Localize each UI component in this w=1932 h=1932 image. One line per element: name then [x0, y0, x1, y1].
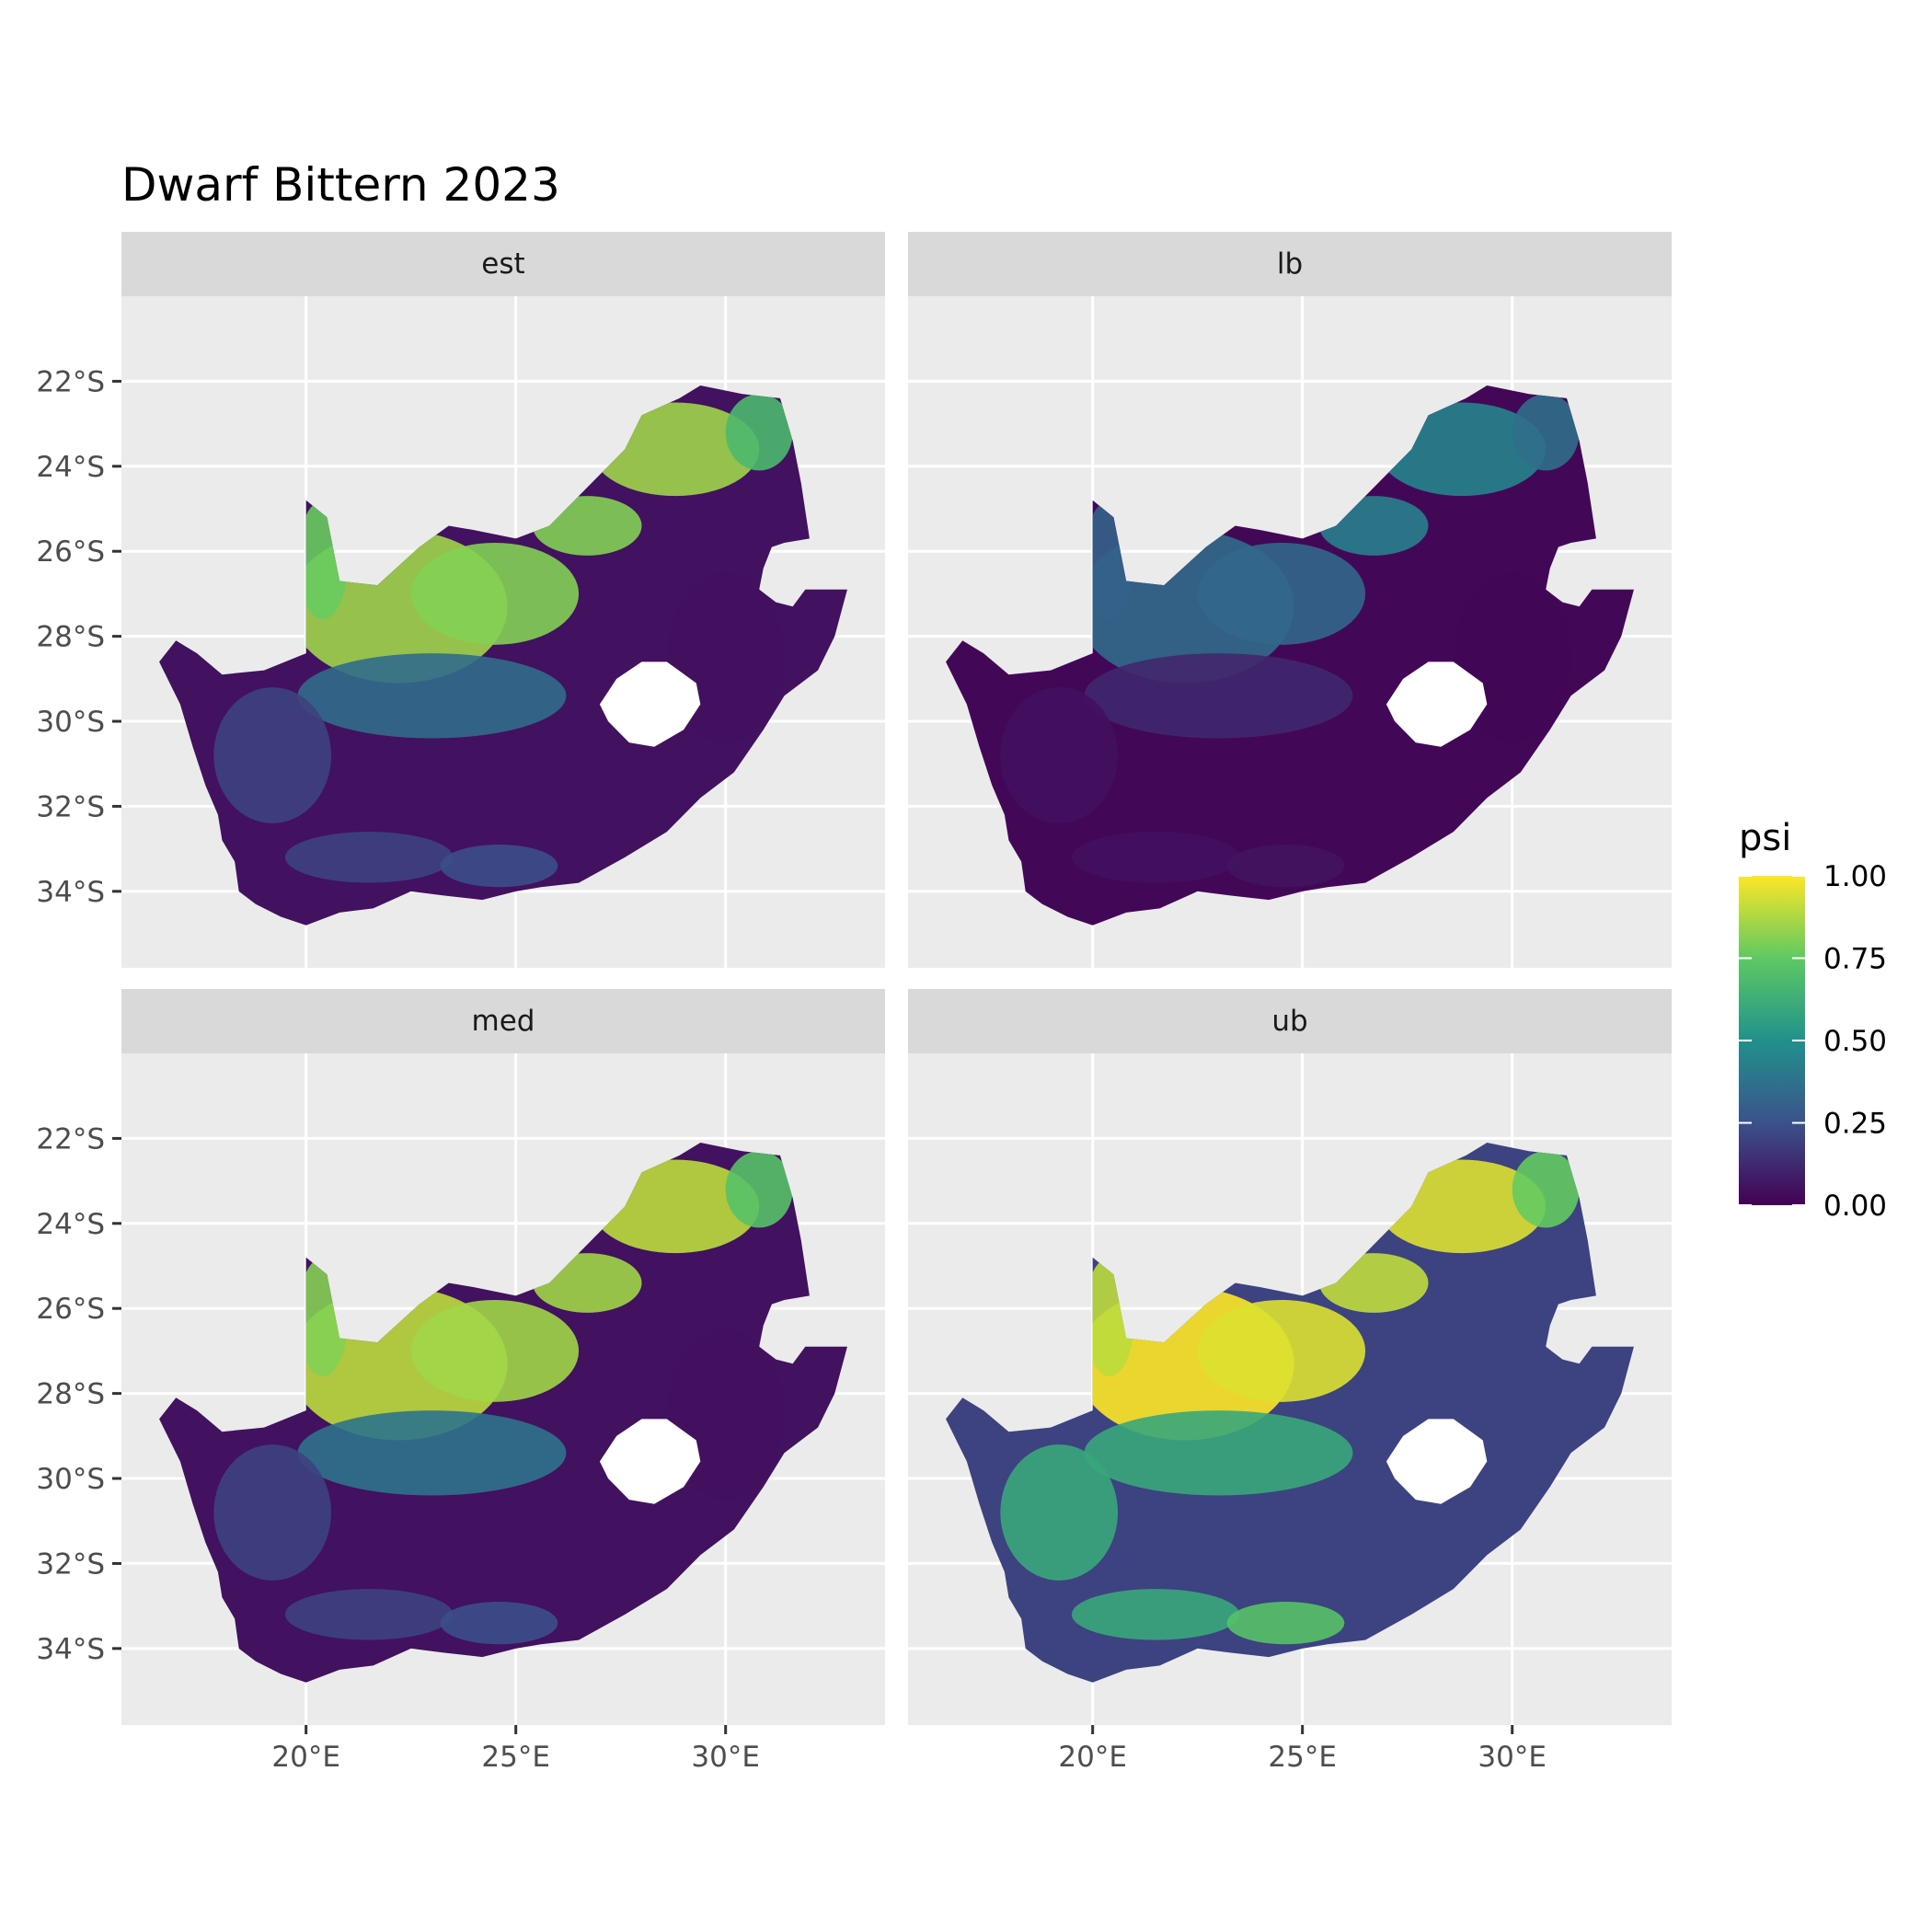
psi-region	[297, 653, 567, 739]
x-tick-label: 20°E	[1058, 1741, 1127, 1774]
y-tick-label: 22°S	[36, 1122, 105, 1156]
psi-region	[1512, 1151, 1580, 1228]
psi-region	[410, 542, 580, 645]
facet-strip	[121, 989, 885, 1053]
y-tick-label: 26°S	[36, 535, 105, 569]
land-est	[159, 385, 847, 926]
y-tick-label: 26°S	[36, 1293, 105, 1326]
legend-tick-label: 0.50	[1823, 1025, 1887, 1058]
lesotho-hole	[1386, 661, 1488, 747]
y-tick-label: 34°S	[36, 1633, 105, 1666]
psi-region	[1512, 394, 1580, 471]
psi-region	[725, 394, 793, 471]
psi-region	[284, 832, 454, 883]
lesotho-hole	[599, 661, 701, 747]
facet-panel-ub: ub	[908, 989, 1672, 1725]
psi-region	[440, 845, 558, 888]
y-tick-label: 30°S	[36, 706, 105, 739]
y-tick-label: 28°S	[36, 621, 105, 654]
x-tick-label: 30°E	[1478, 1741, 1547, 1774]
y-tick-label: 30°S	[36, 1463, 105, 1496]
lesotho-hole	[599, 1419, 701, 1504]
facet-panel-lb: lb	[908, 232, 1672, 968]
x-tick-label: 30°E	[691, 1741, 760, 1774]
psi-region	[1084, 653, 1353, 739]
legend-ticks: 1.00 0.75 0.50 0.25 0.00	[1739, 860, 1887, 1223]
psi-region	[1197, 542, 1366, 645]
y-tick-label: 28°S	[36, 1378, 105, 1411]
y-tick-label: 24°S	[36, 1208, 105, 1241]
facet-panels: est lb med ub	[121, 232, 1672, 1725]
facet-strip	[121, 232, 885, 296]
psi-region	[440, 1602, 558, 1645]
psi-region	[284, 1589, 454, 1640]
psi-region	[213, 687, 332, 823]
y-tick-label: 32°S	[36, 790, 105, 823]
psi-region	[1084, 1410, 1353, 1496]
psi-region	[1071, 832, 1240, 883]
psi-region	[1071, 1589, 1240, 1640]
x-tick-label: 25°E	[481, 1741, 550, 1774]
facet-label: est	[481, 247, 524, 281]
y-tick-label: 32°S	[36, 1547, 105, 1581]
legend-tick-label: 0.00	[1823, 1190, 1887, 1223]
facet-strip	[908, 989, 1672, 1053]
psi-region	[1226, 845, 1345, 888]
psi-region	[410, 1299, 580, 1402]
land-lb	[946, 385, 1634, 926]
x-axes: 20°E 25°E 30°E 20°E 25°E 30°E	[271, 1725, 1547, 1774]
land-med	[159, 1143, 847, 1683]
chart-title: Dwarf Bittern 2023	[121, 158, 560, 212]
legend-tick-label: 1.00	[1823, 860, 1887, 893]
psi-region	[213, 1444, 332, 1581]
facet-label: ub	[1271, 1005, 1307, 1038]
psi-region	[1000, 1444, 1119, 1581]
psi-surface-med	[213, 1151, 793, 1645]
psi-region	[1226, 1602, 1345, 1645]
facet-label: med	[472, 1005, 535, 1038]
psi-region	[1197, 1299, 1366, 1402]
psi-region	[1000, 687, 1119, 823]
facet-panel-med: med	[121, 989, 885, 1725]
land-ub	[946, 1143, 1634, 1683]
x-tick-label: 25°E	[1268, 1741, 1337, 1774]
y-tick-label: 34°S	[36, 876, 105, 909]
y-tick-label: 24°S	[36, 451, 105, 484]
legend: psi 1.00 0.75 0.50 0.25 0.00	[1739, 817, 1887, 1223]
y-axes: 22°S 24°S 26°S 28°S 30°S 32°S 34°S 22°S 24°S 26°S…	[36, 365, 121, 1666]
y-tick-label: 22°S	[36, 365, 105, 398]
legend-title: psi	[1739, 817, 1791, 859]
x-tick-label: 20°E	[271, 1741, 340, 1774]
facet-panel-est: est	[121, 232, 885, 968]
legend-tick-label: 0.75	[1823, 943, 1887, 976]
facet-label: lb	[1277, 247, 1303, 281]
legend-tick-label: 0.25	[1823, 1108, 1887, 1141]
facet-strip	[908, 232, 1672, 296]
lesotho-hole	[1386, 1419, 1488, 1504]
psi-region	[725, 1151, 793, 1228]
psi-region	[297, 1410, 567, 1496]
